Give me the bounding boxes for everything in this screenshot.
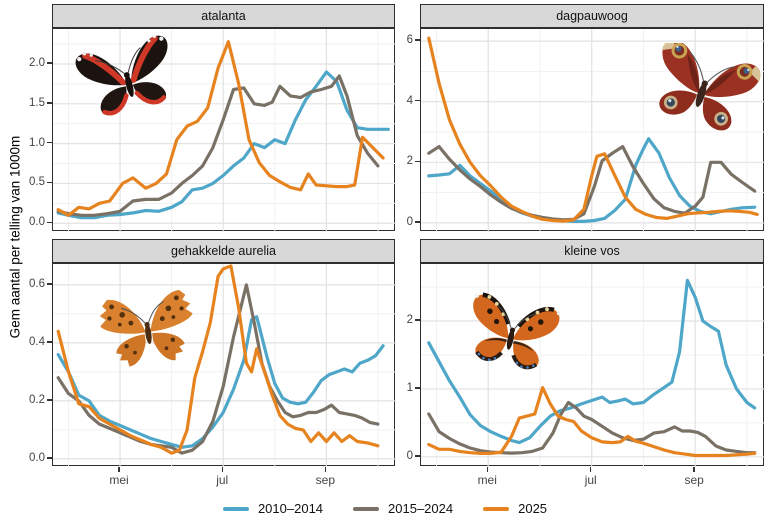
series-line-2015–2024 (427, 400, 757, 455)
y-tick-mark (415, 100, 420, 102)
plot-dagpauwoog (420, 28, 765, 232)
y-tick-label: 0.6 (29, 277, 45, 290)
y-axis-title: Gem aantal per telling van 1000m (7, 135, 23, 339)
y-tick-label: 0.0 (29, 451, 45, 464)
y-tick-label: 2 (406, 155, 413, 168)
legend-line-swatch-orange (483, 506, 510, 511)
y-tick-mark (47, 283, 52, 285)
series-line-2025 (56, 264, 380, 455)
y-tick-label: 0.4 (29, 335, 45, 348)
x-tick-label: mei (477, 473, 497, 487)
series-line-2025 (56, 40, 385, 217)
panel-title-label: gehakkelde aurelia (171, 244, 276, 258)
x-tick-label: jul (216, 473, 229, 487)
y-tick-label: 6 (406, 34, 413, 47)
x-tick-label: jul (584, 473, 597, 487)
y-tick-mark (47, 457, 52, 459)
panel-title-gehakkelde-aurelia: gehakkelde aurelia (52, 239, 395, 263)
x-tick-mark (221, 467, 223, 472)
plot-gehakkelde-aurelia (52, 263, 396, 467)
series-line-2025 (427, 386, 757, 458)
x-tick-label: mei (109, 473, 129, 487)
x-tick-mark (118, 467, 120, 472)
plot-kleine-vos (420, 263, 765, 467)
legend-item-2025: 2025 (483, 501, 547, 516)
y-tick-mark (415, 39, 420, 41)
panel-title-label: dagpauwoog (556, 9, 628, 23)
legend-line-swatch-blue (222, 506, 249, 511)
legend-item-2015-2024: 2015–2024 (353, 501, 453, 516)
panel-title-atalanta: atalanta (52, 4, 395, 28)
legend-label: 2015–2024 (388, 501, 454, 516)
x-tick-label: sep (315, 473, 336, 487)
panel-title-label: kleine vos (564, 244, 620, 258)
series-line-2025 (427, 36, 759, 223)
series-line-2015–2024 (56, 283, 380, 455)
legend-item-2010-2014: 2010–2014 (222, 501, 324, 516)
y-tick-label: 1 (406, 381, 413, 394)
legend-label: 2010–2014 (257, 501, 324, 516)
y-tick-label: 0 (406, 449, 413, 462)
y-tick-label: 0.5 (29, 176, 45, 189)
y-tick-mark (47, 141, 52, 144)
y-tick-mark (47, 62, 52, 64)
x-tick-mark (324, 467, 327, 472)
y-tick-mark (47, 102, 52, 104)
y-tick-mark (47, 181, 52, 184)
y-tick-mark (415, 221, 420, 223)
y-tick-mark (47, 399, 52, 401)
series-line-2010–2014 (427, 278, 757, 445)
x-tick-mark (693, 467, 695, 472)
y-tick-label: 0 (406, 215, 413, 228)
y-tick-mark (415, 160, 420, 162)
y-tick-mark (47, 341, 52, 343)
y-tick-label: 0.2 (29, 393, 45, 406)
y-tick-label: 2 (406, 314, 413, 327)
x-tick-mark (486, 467, 488, 472)
series-line-2015–2024 (56, 74, 380, 217)
y-tick-label: 0.0 (29, 216, 45, 229)
y-tick-mark (47, 221, 52, 223)
x-tick-mark (590, 467, 592, 472)
chart-canvas-kleine-vos (421, 264, 765, 467)
chart-canvas-atalanta (53, 29, 396, 232)
legend: 2010–2014 2015–2024 2025 (0, 501, 770, 516)
plot-atalanta (52, 28, 396, 232)
y-tick-mark (415, 319, 420, 321)
panel-title-dagpauwoog: dagpauwoog (420, 4, 764, 28)
y-tick-mark (415, 387, 420, 389)
x-tick-label: sep (684, 473, 704, 487)
panel-title-label: atalanta (201, 9, 246, 23)
y-tick-label: 1.5 (29, 96, 45, 109)
series-line-2010–2014 (56, 315, 385, 449)
y-tick-label: 4 (406, 94, 413, 107)
series-line-2015–2024 (427, 145, 757, 222)
y-tick-mark (415, 455, 420, 457)
chart-canvas-dagpauwoog (421, 29, 765, 232)
series-line-2010–2014 (427, 137, 757, 223)
y-tick-label: 2.0 (29, 57, 45, 70)
panel-title-kleine-vos: kleine vos (420, 239, 764, 263)
chart-canvas-gehakkelde-aurelia (53, 264, 396, 467)
y-tick-label: 1.0 (29, 136, 45, 149)
legend-line-swatch-gray (353, 506, 380, 511)
legend-label: 2025 (518, 501, 548, 516)
